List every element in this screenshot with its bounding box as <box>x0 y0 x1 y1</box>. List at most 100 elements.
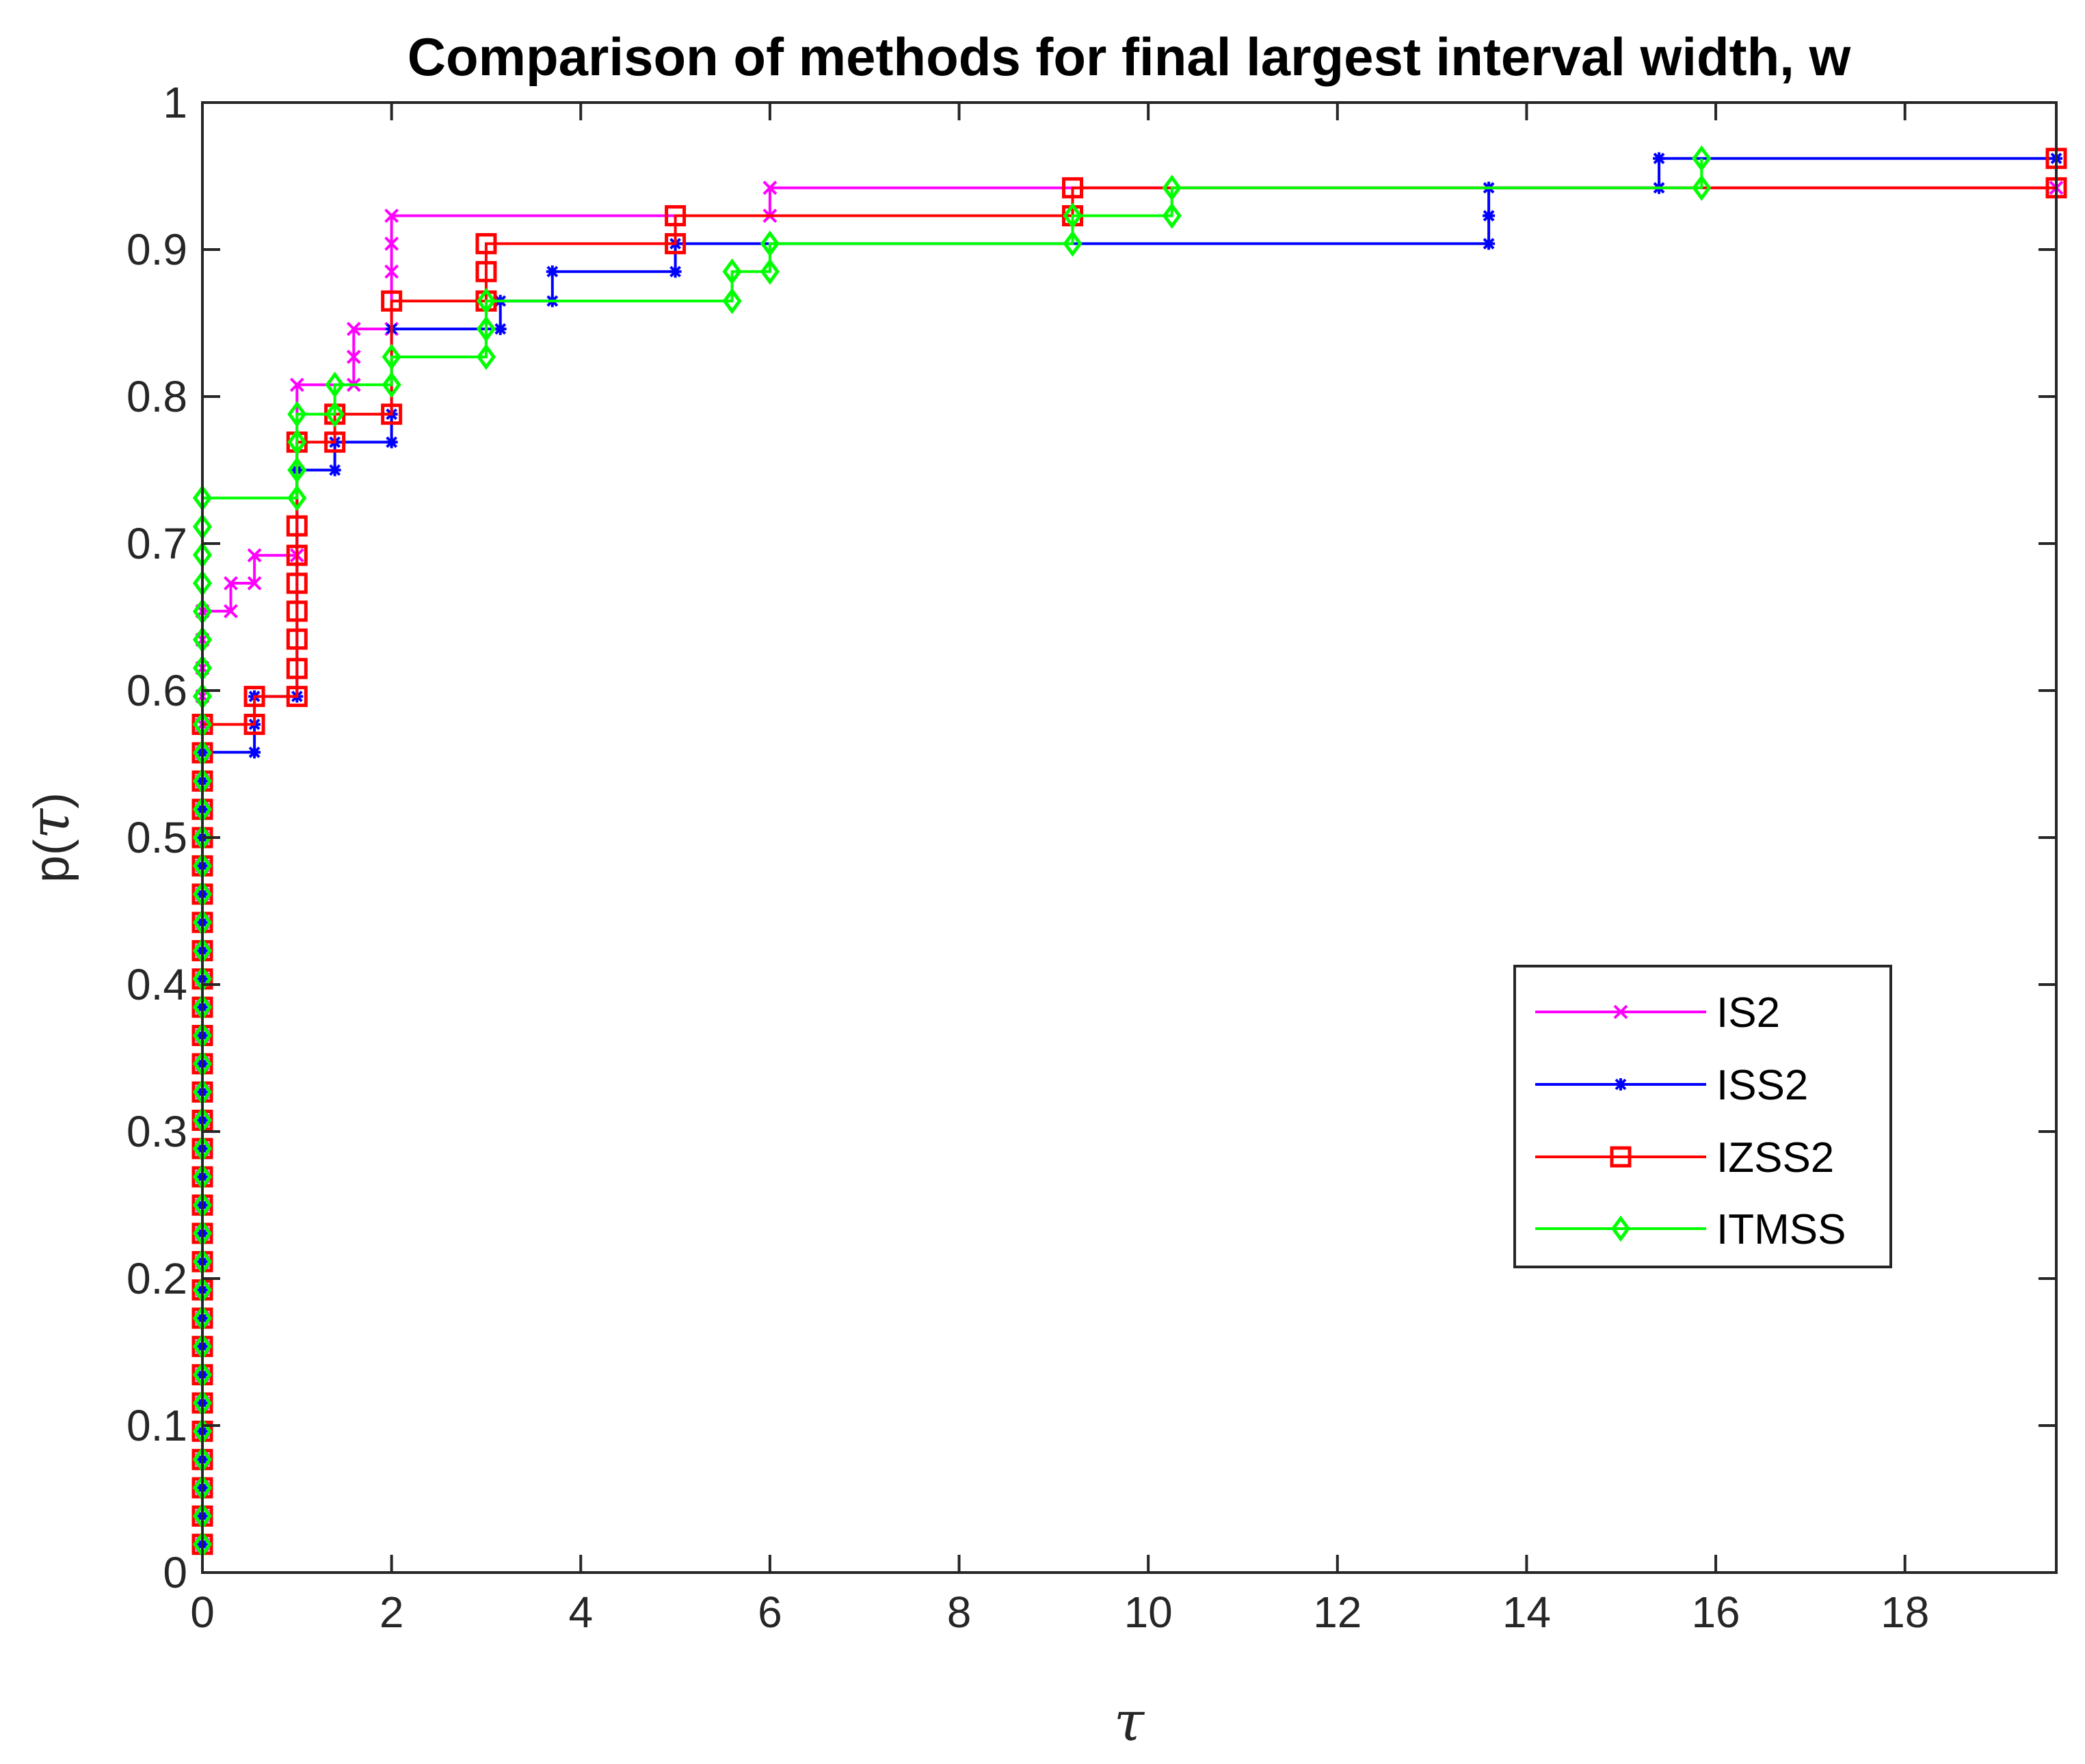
series-itmss-point-20 <box>1162 174 1182 201</box>
series-izss2-point-22-shape <box>1062 177 1084 199</box>
series-itmss-point-8-shape <box>382 371 401 399</box>
series-itmss-point-15 <box>760 258 780 285</box>
legend-entry-itmss: ITMSS <box>1535 1206 1846 1253</box>
series-is2-point-3 <box>224 576 238 591</box>
series-itmss-point-3 <box>287 457 307 483</box>
series-itmss-point-18-shape <box>1063 202 1083 229</box>
series-izss2-point-18 <box>475 232 497 254</box>
series-itmss-point-22-shape <box>1692 145 1712 172</box>
series-itmss-point-19-shape <box>1162 202 1182 229</box>
series-itmss-point-21-shape <box>1692 174 1712 201</box>
legend-marker-iss2-glyph-stroke-d <box>1615 1078 1627 1091</box>
series-izss2-point-17 <box>475 260 497 282</box>
legend-marker-izss2 <box>1610 1146 1632 1168</box>
series-izss2-point-4 <box>286 686 308 708</box>
series-is2-point-7 <box>289 377 304 392</box>
series-iss2-point-19-stroke-d <box>1483 210 1495 222</box>
series-itmss-point-13 <box>722 288 742 315</box>
series-izss2-point-22 <box>1062 177 1084 199</box>
x-axis-ticks: 0 2 4 6 8 10 12 14 16 18 <box>190 103 1929 1637</box>
series-iss2-point-15-stroke-d <box>546 265 559 278</box>
series-itmss-point-22 <box>1692 145 1712 172</box>
y-axis-label: p(τ) <box>18 792 81 883</box>
legend: IS2 ISS2 IZSS2 ITMSS <box>1513 965 1892 1268</box>
series-itmss-point-12 <box>476 288 496 315</box>
series-itmss-point-15-shape <box>760 258 780 285</box>
plot-area <box>202 103 2056 1573</box>
series-is2-point-9-stroke-b <box>346 349 361 364</box>
series-itmss-point-7 <box>325 371 345 399</box>
legend-marker-itmss <box>1610 1215 1631 1242</box>
series-izss2-point-12-shape <box>324 431 346 453</box>
series-itmss-point-4-shape <box>287 429 307 455</box>
legend-entry-izss2: IZSS2 <box>1535 1134 1834 1181</box>
series-iss2-point-9 <box>385 436 398 449</box>
legend-marker-iss2 <box>1615 1078 1627 1091</box>
y-axis-label-prefix: p( <box>25 839 79 883</box>
series-izss2-point-3 <box>243 686 265 708</box>
series-iss2-point-7-stroke-d <box>329 464 341 476</box>
series-izss2-point-6 <box>286 628 308 650</box>
y-tick-label-8: 0.8 <box>127 372 187 421</box>
legend-label-izss2: IZSS2 <box>1716 1134 1834 1181</box>
series-izss2-point-9 <box>286 544 308 566</box>
series-is2-point-5-stroke-b <box>247 548 262 563</box>
series-izss2-point-7 <box>286 600 308 622</box>
series-izss2-point-20 <box>665 205 687 227</box>
series-is2-point-13-stroke-b <box>384 236 399 251</box>
series-itmss-point-7-shape <box>325 371 345 399</box>
series-is2-point-2-stroke-b <box>224 604 238 619</box>
series-izss2-point-7-shape <box>286 600 308 622</box>
y-tick-label-0: 0 <box>163 1548 187 1597</box>
y-axis-label-suffix: ) <box>25 792 79 809</box>
series-itmss-point-18 <box>1063 202 1083 229</box>
series-itmss-point-11-shape <box>476 315 496 343</box>
series-is2-point-4 <box>247 576 262 591</box>
series-itmss-point-4 <box>287 429 307 455</box>
series-izss2-point-19 <box>665 232 687 254</box>
x-tick-label-9: 18 <box>1881 1588 1929 1637</box>
series-iss2-point-18 <box>1483 237 1496 250</box>
series-itmss-point-10-shape <box>476 343 496 371</box>
series-itmss-point-17-shape <box>1063 230 1083 257</box>
y-tick-label-1: 0.1 <box>127 1401 187 1450</box>
series-izss2-point-8 <box>286 572 308 594</box>
legend-marker-is2-glyph <box>1613 1004 1628 1019</box>
series-izss2-point-5-shape <box>286 658 308 680</box>
legend-entry-iss2: ISS2 <box>1535 1062 1808 1109</box>
series-itmss-point-19 <box>1162 202 1182 229</box>
series-is2-point-16-stroke-b <box>762 181 778 196</box>
series-izss2-point-12 <box>324 431 346 453</box>
series-izss2-point-19-shape <box>665 232 687 254</box>
series-izss2-point-18-shape <box>475 232 497 254</box>
x-tick-label-7: 14 <box>1502 1588 1551 1637</box>
series-iss2-point-18-stroke-d <box>1483 237 1495 250</box>
y-tick-label-3: 0.3 <box>127 1107 187 1156</box>
y-tick-label-9: 0.9 <box>127 225 187 274</box>
series-itmss-point-2-shape <box>287 485 307 511</box>
series-itmss-point-10 <box>476 343 496 371</box>
series-itmss-point-3-shape <box>287 457 307 483</box>
series-izss2-point-10-shape <box>286 515 308 537</box>
x-tick-label-6: 12 <box>1313 1588 1362 1637</box>
series-itmss-point-9-shape <box>382 343 401 371</box>
series-itmss-point-8 <box>382 371 401 399</box>
series-iss2-point-2 <box>248 746 261 759</box>
x-tick-label-4: 8 <box>947 1588 972 1637</box>
x-tick-label-3: 6 <box>758 1588 782 1637</box>
y-tick-label-5: 0.5 <box>127 813 187 862</box>
series-itmss-point-6 <box>325 401 345 428</box>
legend-marker-iss2-glyph <box>1615 1078 1627 1091</box>
x-tick-label-1: 2 <box>380 1588 404 1637</box>
series-izss2-point-8-shape <box>286 572 308 594</box>
series-itmss-point-14-shape <box>722 258 742 285</box>
series-is2-point-14 <box>384 209 399 223</box>
series-is2-point-3-stroke-b <box>224 576 238 591</box>
y-tick-label-7: 0.7 <box>127 519 187 568</box>
series-is2-point-5 <box>247 548 262 563</box>
series-itmss-point-21 <box>1692 174 1712 201</box>
y-axis-ticks: 0 0.1 0.2 0.3 0.4 0.5 0.6 0.7 0.8 0.9 1 <box>127 78 2056 1597</box>
y-tick-label-6: 0.6 <box>127 666 187 715</box>
series-is2-point-12-stroke-b <box>384 264 399 279</box>
series-is2-point-10-stroke-b <box>346 321 361 336</box>
